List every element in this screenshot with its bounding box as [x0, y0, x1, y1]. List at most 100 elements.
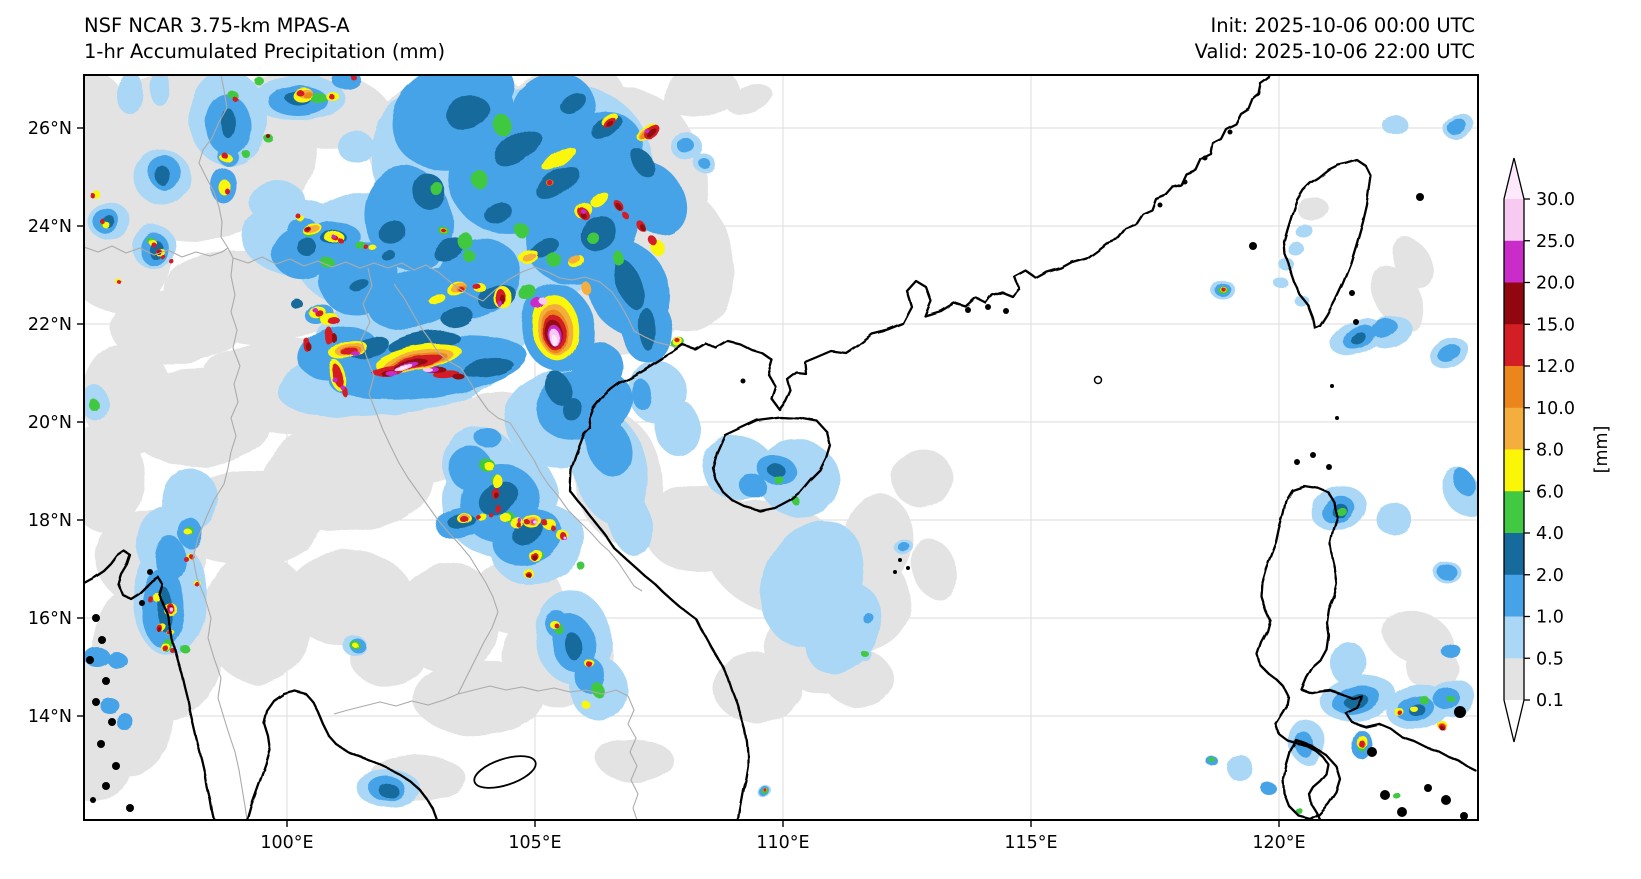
- island: [898, 558, 902, 562]
- precip-cell: [645, 130, 651, 134]
- precip-cell: [108, 653, 128, 669]
- precip-cell: [792, 497, 800, 505]
- precip-cell: [713, 653, 803, 723]
- island: [1326, 464, 1332, 470]
- coastline: [1281, 738, 1342, 820]
- precip-cell: [340, 385, 346, 391]
- border-line: [627, 695, 639, 820]
- precip-cell: [724, 82, 772, 114]
- precip-cell: [519, 285, 537, 301]
- precip-cell: [1436, 343, 1460, 361]
- coastline: [84, 549, 216, 820]
- precip-cell: [648, 236, 658, 246]
- precip-cell: [474, 285, 482, 291]
- precip-cell: [156, 166, 170, 186]
- precip-cell: [862, 652, 870, 658]
- island: [102, 782, 110, 790]
- precip-cell: [548, 181, 554, 187]
- precip-cell: [495, 505, 501, 513]
- precip-cell: [471, 170, 489, 190]
- precip-cell: [543, 521, 549, 527]
- border-line: [192, 75, 248, 820]
- precip-cell: [614, 201, 622, 211]
- colorbar-tick-label: 20.0: [1536, 274, 1575, 294]
- precip-cell: [147, 596, 153, 602]
- border-line: [84, 245, 229, 258]
- precip-cell: [1330, 641, 1366, 685]
- precip-cell: [1295, 224, 1313, 238]
- precip-cell: [452, 373, 464, 379]
- precip-cell: [764, 789, 768, 793]
- precip-cell: [648, 129, 658, 139]
- precip-cell: [321, 258, 335, 268]
- precip-cell: [303, 91, 313, 99]
- colorbar-segment: [1504, 199, 1524, 242]
- precip-cell: [363, 244, 369, 250]
- coastlines: [84, 75, 1478, 820]
- precip-cell: [1357, 738, 1363, 746]
- precip-cell: [1383, 116, 1409, 136]
- precip-cell: [493, 492, 499, 498]
- precip-cell: [148, 239, 154, 245]
- precip-cell: [897, 541, 909, 551]
- island: [1003, 308, 1009, 314]
- island: [1349, 290, 1355, 296]
- precip-cell: [1227, 755, 1253, 781]
- precip-cell: [1391, 236, 1433, 288]
- precip-cell: [622, 211, 630, 221]
- colorbar-segment: [1504, 282, 1524, 325]
- precip-cell: [613, 251, 623, 265]
- precipitation-field: [84, 75, 1478, 811]
- colorbar-segment: [1504, 616, 1524, 659]
- y-axis-tick-label: 26°N: [28, 119, 72, 139]
- island: [92, 614, 100, 622]
- axis-ticks: [77, 127, 1280, 827]
- colorbar-under-arrow: [1504, 700, 1524, 742]
- map-title: NSF NCAR 3.75-km MPAS-A: [84, 14, 350, 37]
- precip-cell: [101, 221, 109, 227]
- precip-cell: [311, 306, 317, 312]
- precip-cell: [352, 351, 360, 357]
- precip-cell: [305, 227, 311, 231]
- precip-cell: [325, 327, 333, 345]
- colorbar-segment: [1504, 574, 1524, 617]
- island: [1460, 812, 1468, 820]
- island: [108, 718, 116, 726]
- precip-cell: [338, 238, 344, 244]
- precip-cell: [541, 145, 575, 171]
- precip-cell: [567, 253, 579, 263]
- precip-cell: [98, 217, 104, 223]
- island: [1353, 319, 1359, 325]
- island: [1227, 129, 1233, 135]
- precip-cell: [162, 468, 218, 532]
- precip-cell: [589, 190, 607, 206]
- y-axis-tick-label: 18°N: [28, 511, 72, 531]
- precip-cell: [862, 613, 874, 623]
- precip-cell: [296, 90, 304, 96]
- precip-cell: [298, 239, 318, 257]
- x-axis-tick-label: 120°E: [1252, 833, 1305, 853]
- precip-cell: [181, 646, 191, 654]
- coastline: [245, 689, 439, 820]
- colorbar-segment: [1504, 658, 1524, 701]
- colorbar-segment: [1504, 449, 1524, 492]
- precip-cell: [539, 297, 547, 305]
- precip-cell: [353, 77, 359, 83]
- precip-cell: [491, 473, 501, 487]
- precip-cell: [738, 473, 768, 499]
- axis-tick-labels: 100°E 105°E 110°E 115°E 120°E 26°N 24°N 22°N 20°…: [28, 119, 1306, 853]
- colorbar-segment: [1504, 240, 1524, 283]
- island: [1294, 459, 1300, 465]
- lake-outline: [473, 755, 537, 789]
- precip-cell: [381, 250, 395, 260]
- precip-cell: [379, 220, 407, 246]
- precip-cell: [155, 536, 185, 580]
- precip-cell: [577, 562, 585, 570]
- coastline: [711, 415, 832, 513]
- precip-cell: [150, 75, 170, 106]
- lakes: [473, 755, 537, 789]
- x-axis-tick-label: 110°E: [756, 833, 809, 853]
- precip-cell: [232, 96, 238, 102]
